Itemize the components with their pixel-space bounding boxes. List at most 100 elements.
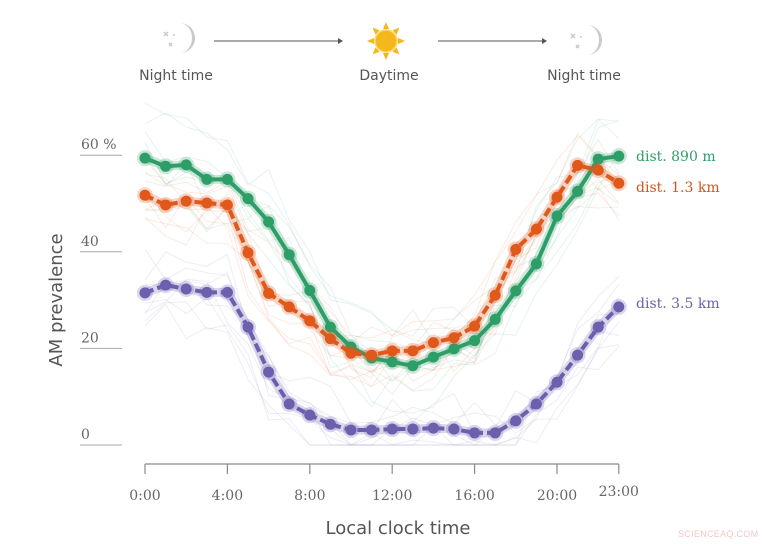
- data-point: [242, 321, 254, 333]
- data-point: [366, 424, 378, 436]
- data-point: [613, 150, 625, 162]
- data-point: [551, 191, 563, 203]
- data-point: [469, 427, 481, 439]
- data-point: [613, 301, 625, 313]
- data-point: [242, 247, 254, 259]
- series-group: [137, 148, 627, 441]
- y-axis-title: AM prevalence: [46, 233, 67, 366]
- data-point: [510, 285, 522, 297]
- data-point: [304, 409, 316, 421]
- y-tick-label: 60 %: [81, 137, 117, 153]
- data-point: [530, 223, 542, 235]
- data-point: [201, 286, 213, 298]
- legend-890m: dist. 890 m: [636, 149, 716, 165]
- data-point: [139, 189, 151, 201]
- data-point: [427, 337, 439, 349]
- y-tick-label: 40: [81, 234, 99, 250]
- data-point: [345, 424, 357, 436]
- data-point: [283, 301, 295, 313]
- data-point: [263, 366, 275, 378]
- x-axis-title: Local clock time: [326, 518, 471, 539]
- data-point: [221, 199, 233, 211]
- data-point: [201, 197, 213, 209]
- data-point: [201, 173, 213, 185]
- data-point: [592, 153, 604, 165]
- data-point: [263, 287, 275, 299]
- x-tick-label: 20:00: [537, 488, 577, 504]
- data-point: [489, 313, 501, 325]
- data-point: [324, 321, 336, 333]
- data-point: [386, 345, 398, 357]
- data-point: [386, 423, 398, 435]
- data-point: [242, 193, 254, 205]
- x-tick-label: 16:00: [454, 488, 494, 504]
- data-point: [551, 376, 563, 388]
- data-point: [489, 289, 501, 301]
- watermark: SCIENCEAQ.COM: [678, 529, 759, 539]
- x-tick-label: 4:00: [212, 488, 243, 504]
- data-point: [366, 349, 378, 361]
- data-point: [407, 360, 419, 372]
- data-point: [324, 418, 336, 430]
- data-point: [407, 423, 419, 435]
- data-point: [427, 351, 439, 363]
- data-point: [160, 160, 172, 172]
- data-point: [530, 398, 542, 410]
- data-point: [592, 164, 604, 176]
- data-point: [180, 283, 192, 295]
- data-point: [304, 315, 316, 327]
- data-point: [180, 159, 192, 171]
- moon-icon: [163, 23, 195, 53]
- data-point: [407, 345, 419, 357]
- data-point: [572, 185, 584, 197]
- data-point: [510, 243, 522, 255]
- data-point: [613, 177, 625, 189]
- data-point: [139, 152, 151, 164]
- data-point: [160, 279, 172, 291]
- series-2: [137, 277, 627, 441]
- data-point: [304, 284, 316, 296]
- data-point: [139, 287, 151, 299]
- x-axis: 0:00 4:00 8:00 12:00 16:00 20:00 23:00: [129, 463, 639, 504]
- sun-icon: [367, 22, 405, 60]
- data-point: [469, 335, 481, 347]
- x-tick-label: 0:00: [129, 488, 160, 504]
- data-point: [572, 349, 584, 361]
- series-0: [137, 148, 627, 374]
- phase-label-night-start: Night time: [139, 68, 213, 84]
- data-point: [551, 210, 563, 222]
- data-point: [448, 332, 460, 344]
- x-tick-label: 12:00: [372, 488, 412, 504]
- data-point: [448, 343, 460, 355]
- data-point: [283, 249, 295, 261]
- data-point: [530, 258, 542, 270]
- phase-header: Night time Daytime Night ti: [139, 22, 621, 84]
- data-point: [345, 347, 357, 359]
- series-1: [137, 157, 627, 364]
- legend-3-5km: dist. 3.5 km: [636, 296, 720, 312]
- phase-label-day: Daytime: [359, 68, 418, 84]
- data-point: [283, 398, 295, 410]
- y-axis: 0 20 40 60 %: [80, 137, 122, 446]
- data-point: [427, 422, 439, 434]
- data-point: [160, 199, 172, 211]
- data-point: [489, 427, 501, 439]
- x-tick-label: 8:00: [294, 488, 325, 504]
- data-point: [469, 320, 481, 332]
- phase-label-night-end: Night time: [547, 68, 621, 84]
- moon-icon-end: [570, 25, 602, 55]
- y-tick-label: 20: [81, 330, 99, 346]
- data-point: [386, 356, 398, 368]
- data-point: [592, 321, 604, 333]
- data-point: [221, 173, 233, 185]
- data-point: [221, 286, 233, 298]
- data-point: [263, 216, 275, 228]
- data-point: [180, 195, 192, 207]
- y-tick-label: 0: [81, 427, 90, 443]
- data-point: [572, 159, 584, 171]
- legend-1-3km: dist. 1.3 km: [636, 180, 720, 196]
- data-point: [448, 423, 460, 435]
- data-point: [510, 415, 522, 427]
- x-tick-label: 23:00: [599, 484, 639, 500]
